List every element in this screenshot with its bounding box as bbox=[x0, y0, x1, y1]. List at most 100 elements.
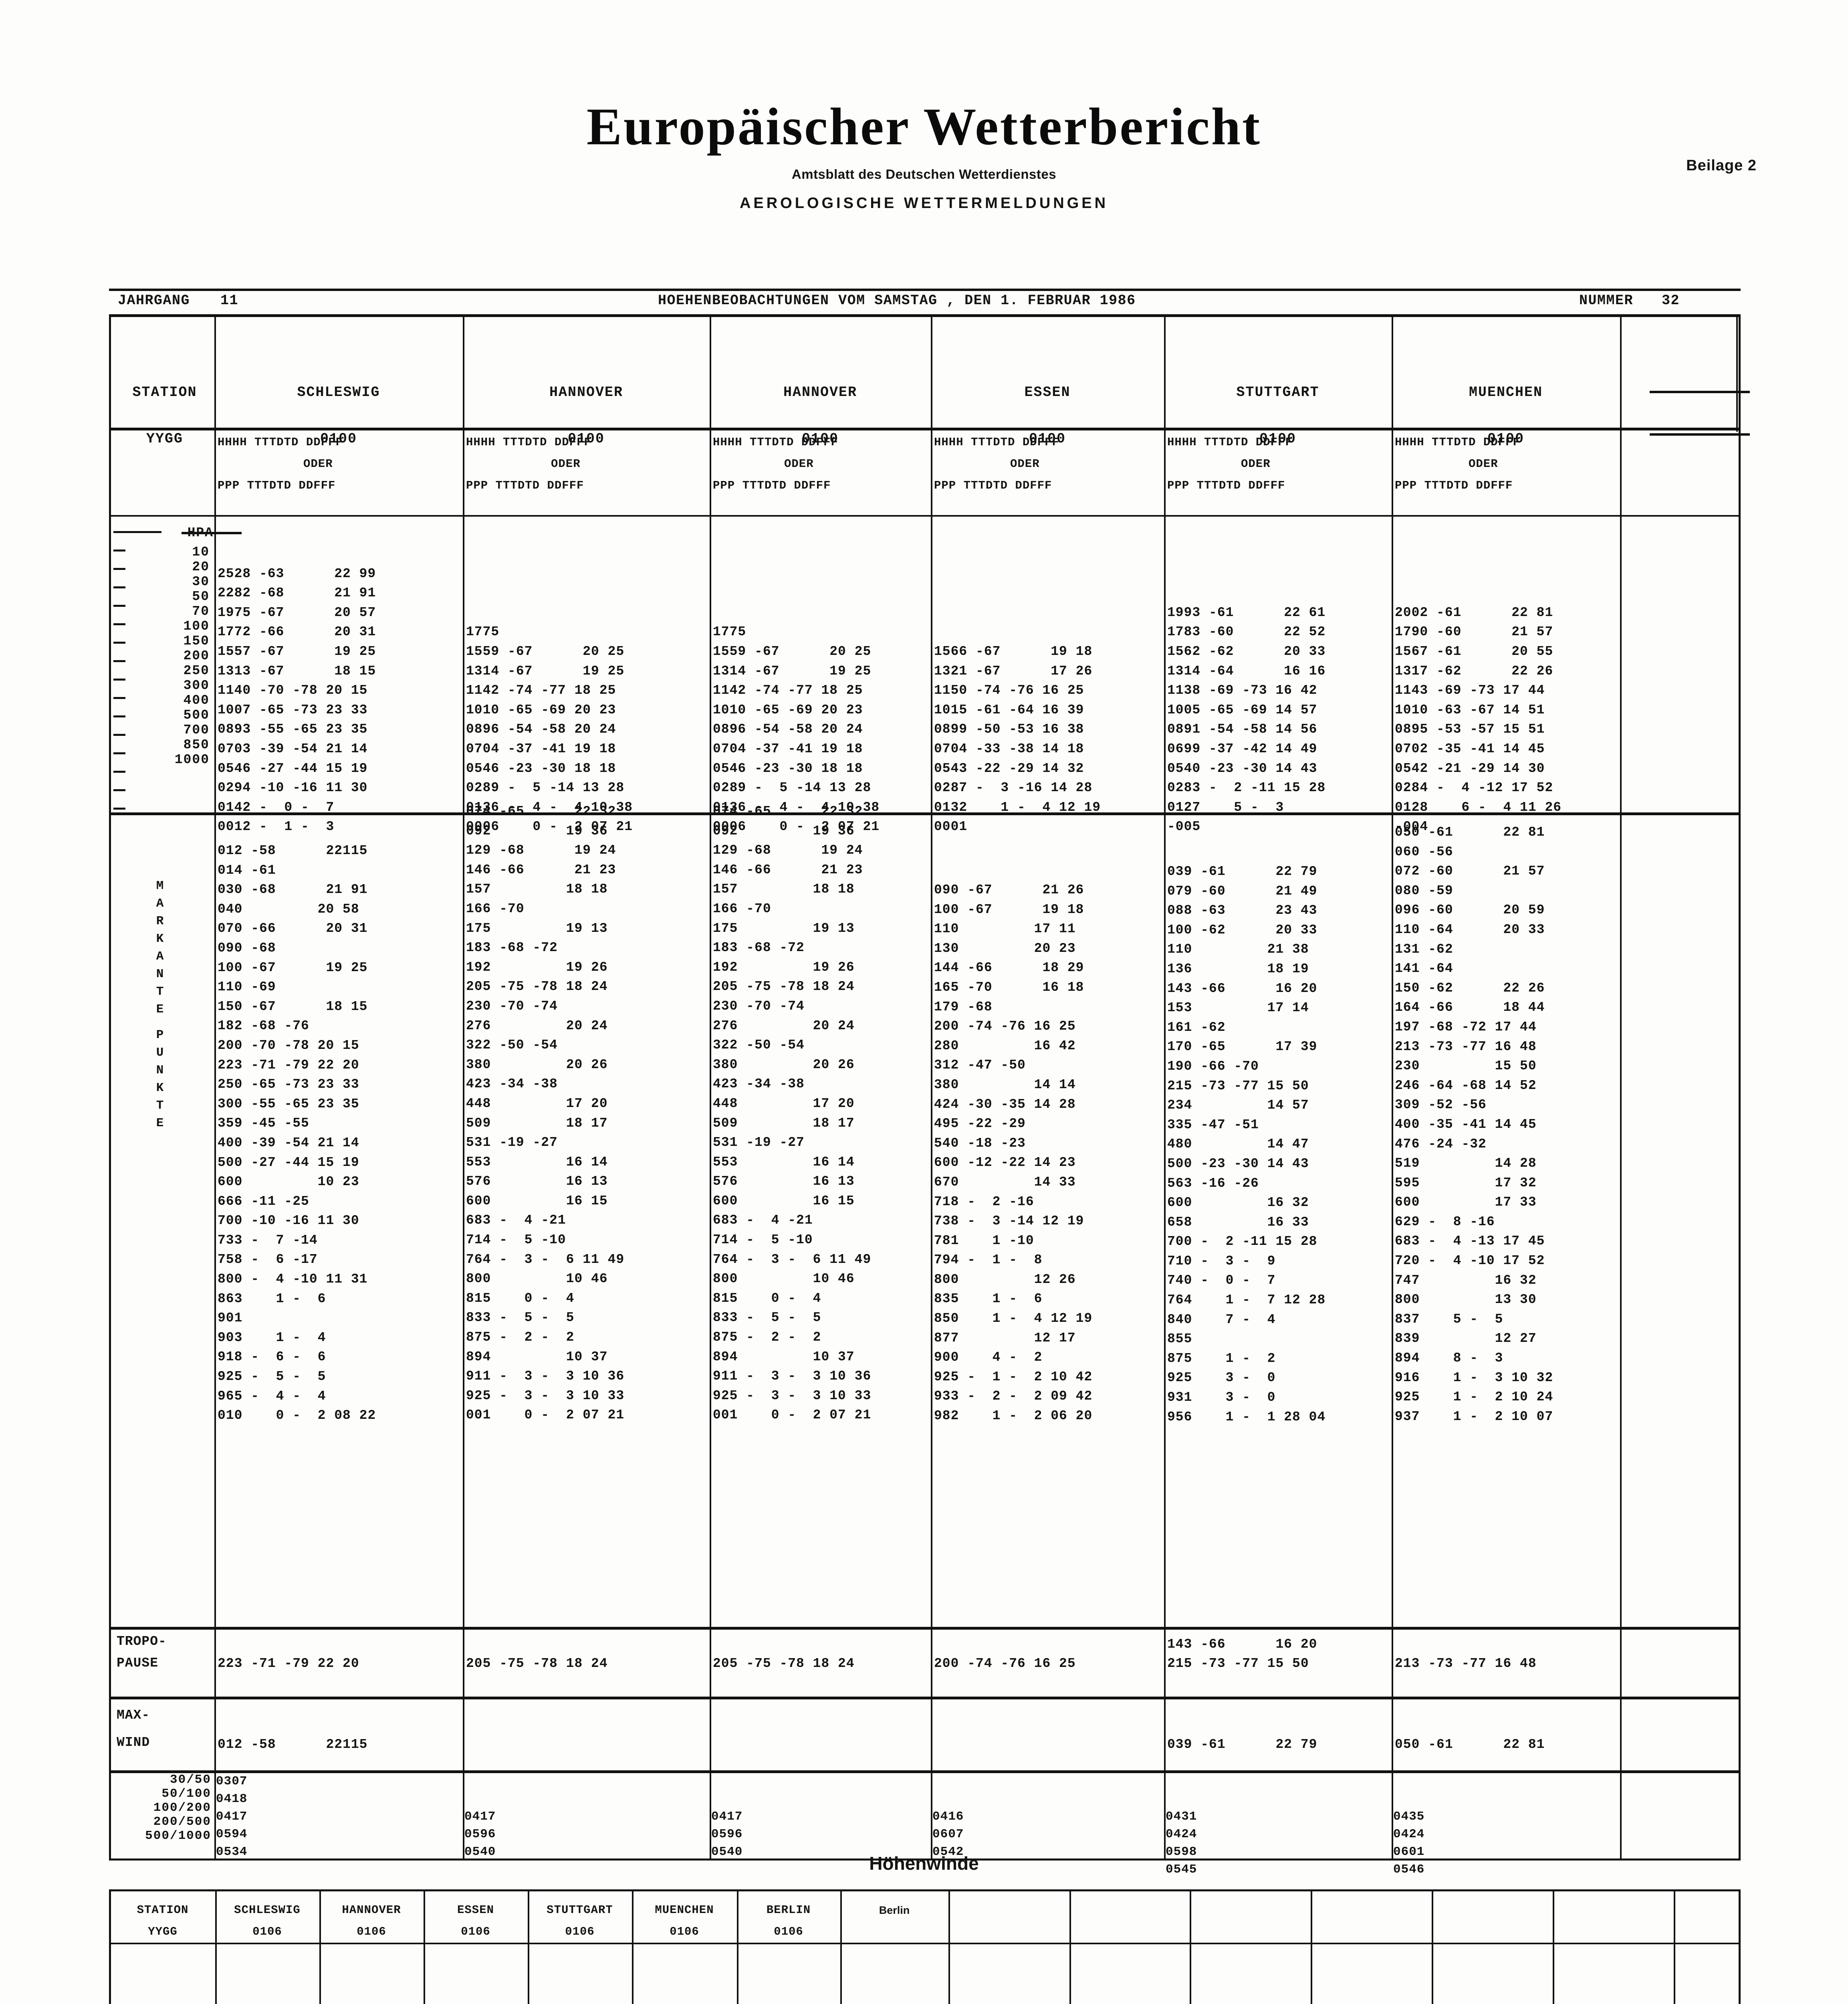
station-header-hannover-2: HANNOVER bbox=[783, 384, 857, 400]
legend-line3-hannover-2: PPP TTTDTD DDFFF bbox=[713, 479, 831, 492]
hpa-data-muenchen: 2002 -61 22 81 1790 -60 21 57 1567 -61 2… bbox=[1395, 605, 1562, 834]
hpa-level: 10 bbox=[192, 545, 210, 560]
hw-time-stuttgart: 0106 bbox=[565, 1925, 595, 1938]
masthead-subtitle: Amtsblatt des Deutschen Wetterdienstes bbox=[791, 167, 1057, 182]
station-header-schleswig: SCHLESWIG bbox=[297, 384, 380, 400]
markante-data-essen: 090 -67 21 26 100 -67 19 18 110 17 11 13… bbox=[934, 883, 1093, 1424]
hpa-level: 20 bbox=[192, 560, 210, 574]
hpa-level: 150 bbox=[183, 634, 210, 648]
legend-line2-schleswig: ODER bbox=[303, 457, 333, 471]
hpa-level: 250 bbox=[183, 663, 210, 678]
hw-time-muenchen: 0106 bbox=[670, 1925, 699, 1938]
legend-line2-essen: ODER bbox=[1010, 457, 1040, 471]
hpa-level: 200 bbox=[183, 648, 210, 663]
hw-yygg-label: YYGG bbox=[148, 1925, 178, 1938]
legend-line2-hannover-1: ODER bbox=[551, 457, 581, 471]
hpa-level: 70 bbox=[192, 604, 210, 619]
maxwind-muenchen: 050 -61 22 81 bbox=[1395, 1737, 1545, 1752]
hpa-tick-ruler bbox=[113, 531, 161, 812]
station-header-label: STATION bbox=[132, 384, 197, 400]
station-time-schleswig: 0100 bbox=[320, 431, 357, 447]
station-time-hannover-2: 0100 bbox=[801, 431, 839, 447]
hw-time-berlin: 0106 bbox=[774, 1925, 803, 1938]
aerological-main-table: STATION YYGG SCHLESWIG 0100 HANNOVER 010… bbox=[109, 315, 1750, 1877]
hpa-level: 700 bbox=[183, 723, 210, 737]
beilage-label: Beilage 2 bbox=[1686, 157, 1757, 174]
markante-vertical-label: M A R K A N T E bbox=[156, 879, 164, 1016]
legend-line1-stuttgart: HHHH TTTDTD DDFFF bbox=[1167, 436, 1293, 449]
hoehenwinde-table: STATION YYGG SCHLESWIG 0106 HANNOVER 010… bbox=[109, 1889, 1741, 2004]
layer-data-hannover-1: 0417 0596 0540 bbox=[464, 1810, 496, 1859]
jahrgang-label: JAHRGANG bbox=[118, 293, 190, 309]
legend-line1-hannover-2: HHHH TTTDTD DDFFF bbox=[713, 436, 838, 449]
hpa-level: 30 bbox=[192, 574, 210, 589]
layer-label: 200/500 bbox=[153, 1815, 211, 1829]
station-header-hannover-1: HANNOVER bbox=[549, 384, 623, 400]
layer-label: 30/50 bbox=[169, 1773, 211, 1787]
hw-station-label: STATION bbox=[137, 1903, 189, 1917]
hpa-level: 500 bbox=[183, 708, 210, 723]
tropopause-essen: 200 -74 -76 16 25 bbox=[934, 1656, 1076, 1671]
layer-label: 50/100 bbox=[161, 1787, 211, 1801]
layer-data-schleswig: 0307 0418 0417 0594 0534 bbox=[216, 1774, 248, 1859]
hw-time-hannover: 0106 bbox=[357, 1925, 386, 1938]
hoehenwinde-title: Höhenwinde bbox=[869, 1853, 979, 1874]
maxwind-schleswig: 012 -58 22115 bbox=[218, 1737, 368, 1752]
legend-line1-muenchen: HHHH TTTDTD DDFFF bbox=[1395, 436, 1520, 449]
yygg-label: YYGG bbox=[146, 431, 183, 447]
legend-line2-hannover-2: ODER bbox=[784, 457, 814, 471]
hpa-level: 100 bbox=[183, 619, 210, 634]
markante-data-stuttgart: 039 -61 22 79 079 -60 21 49 088 -63 23 4… bbox=[1167, 864, 1326, 1424]
banner-center-text: HOEHENBEOBACHTUNGEN VOM SAMSTAG , DEN 1.… bbox=[658, 293, 1136, 309]
layer-data-stuttgart: 0431 0424 0598 0545 bbox=[1166, 1810, 1197, 1877]
hpa-data-hannover-2: 1775 1559 -67 20 25 1314 -67 19 25 1142 … bbox=[713, 624, 880, 834]
layer-data-hannover-2: 0417 0596 0540 bbox=[711, 1810, 743, 1859]
legend-line3-hannover-1: PPP TTTDTD DDFFF bbox=[466, 479, 584, 492]
masthead: Europäischer Wetterbericht Amtsblatt des… bbox=[0, 100, 1848, 212]
banner: JAHRGANG 11 HOEHENBEOBACHTUNGEN VOM SAMS… bbox=[109, 289, 1741, 316]
hpa-data-hannover-1: 1775 1559 -67 20 25 1314 -67 19 25 1142 … bbox=[466, 624, 633, 834]
tropopause-stuttgart-line1: 143 -66 16 20 bbox=[1167, 1637, 1317, 1652]
station-time-stuttgart: 0100 bbox=[1259, 431, 1296, 447]
hpa-pointer-line bbox=[182, 532, 242, 534]
hw-berlin-small-label: Berlin bbox=[879, 1904, 910, 1916]
legend-line3-essen: PPP TTTDTD DDFFF bbox=[934, 479, 1052, 492]
punkte-vertical-label: P U N K T E bbox=[156, 1028, 164, 1130]
station-header-stuttgart: STUTTGART bbox=[1236, 384, 1319, 400]
hpa-unit-label: HPA bbox=[187, 525, 214, 540]
maxwind-stuttgart: 039 -61 22 79 bbox=[1167, 1737, 1317, 1752]
hpa-level: 400 bbox=[183, 693, 210, 708]
hpa-data-stuttgart: 1993 -61 22 61 1783 -60 22 52 1562 -62 2… bbox=[1167, 605, 1326, 834]
hpa-level: 850 bbox=[183, 737, 210, 752]
legend-line1-schleswig: HHHH TTTDTD DDFFF bbox=[218, 436, 343, 449]
jahrgang-value: 11 bbox=[220, 293, 239, 309]
legend-line3-stuttgart: PPP TTTDTD DDFFF bbox=[1167, 479, 1285, 492]
tropopause-stuttgart-line2: 215 -73 -77 15 50 bbox=[1167, 1656, 1309, 1671]
legend-line1-essen: HHHH TTTDTD DDFFF bbox=[934, 436, 1059, 449]
hw-station-berlin: BERLIN bbox=[766, 1903, 811, 1917]
layer-data-muenchen: 0435 0424 0601 0546 bbox=[1393, 1810, 1425, 1877]
station-header-muenchen: MUENCHEN bbox=[1469, 384, 1543, 400]
hw-station-schleswig: SCHLESWIG bbox=[234, 1903, 301, 1917]
hw-time-schleswig: 0106 bbox=[252, 1925, 282, 1938]
layer-data-essen: 0416 0607 0542 bbox=[932, 1810, 964, 1859]
station-time-hannover-1: 0100 bbox=[567, 431, 605, 447]
hw-time-essen: 0106 bbox=[461, 1925, 490, 1938]
layer-label: 100/200 bbox=[153, 1801, 211, 1815]
page-title: Europäischer Wetterbericht bbox=[586, 97, 1262, 156]
layer-label: 500/1000 bbox=[145, 1829, 211, 1843]
hpa-data-schleswig: 2528 -63 22 99 2282 -68 21 91 1975 -67 2… bbox=[218, 566, 376, 834]
station-time-muenchen: 0100 bbox=[1487, 431, 1524, 447]
tropopause-hannover-1: 205 -75 -78 18 24 bbox=[466, 1656, 608, 1671]
tropopause-hannover-2: 205 -75 -78 18 24 bbox=[713, 1656, 855, 1671]
tropopause-label-line1: TROPO- bbox=[117, 1634, 167, 1649]
nummer-label: NUMMER bbox=[1579, 293, 1633, 309]
hpa-data-essen: 1566 -67 19 18 1321 -67 17 26 1150 -74 -… bbox=[934, 644, 1101, 834]
hpa-level-list: 10 20 30 50 70 100 150 200 250 300 400 5… bbox=[111, 545, 210, 767]
nummer-value: 32 bbox=[1661, 293, 1680, 309]
tropopause-label-line2: PAUSE bbox=[117, 1656, 159, 1671]
legend-line2-muenchen: ODER bbox=[1469, 457, 1498, 471]
hw-station-hannover: HANNOVER bbox=[342, 1903, 401, 1917]
masthead-section: AEROLOGISCHE WETTERMELDUNGEN bbox=[739, 195, 1109, 212]
